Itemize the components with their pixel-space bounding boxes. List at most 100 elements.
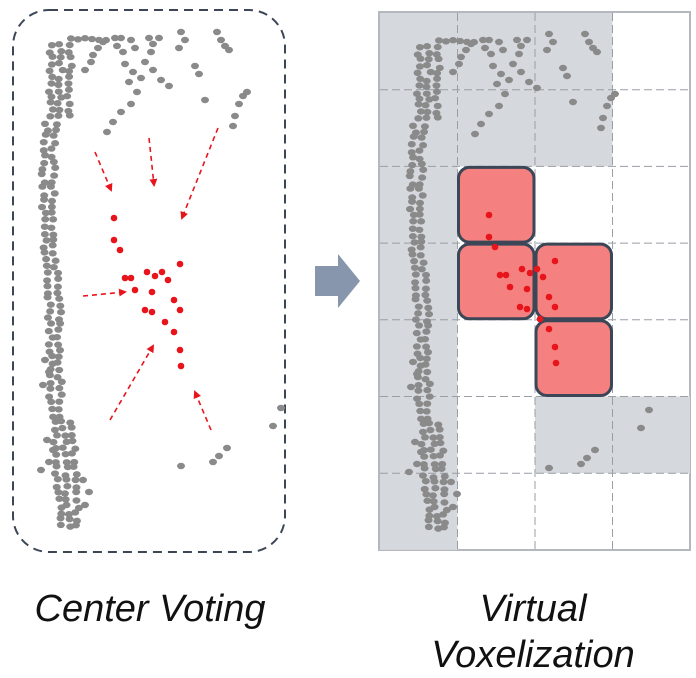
cloud-point (243, 88, 251, 96)
cloud-point (417, 134, 426, 141)
cloud-point (47, 209, 56, 216)
cloud-point (430, 503, 439, 511)
cloud-point (69, 463, 78, 470)
vote-point (523, 305, 531, 313)
cloud-point (423, 497, 432, 504)
cloud-point (53, 333, 62, 341)
cloud-point (45, 458, 53, 466)
vote-point (502, 271, 510, 279)
vote-point (110, 214, 118, 222)
cloud-point (48, 405, 57, 413)
cloud-point (414, 303, 423, 310)
cloud-point (79, 476, 87, 484)
cloud-point (407, 246, 416, 253)
cloud-point (50, 172, 59, 179)
cloud-point (637, 424, 645, 432)
cloud-point (65, 73, 74, 80)
cloud-point (495, 38, 503, 46)
cloud-point (411, 271, 420, 278)
cloud-point (47, 61, 56, 68)
cloud-point (417, 218, 426, 225)
cloud-point (47, 80, 56, 87)
cloud-point (49, 231, 58, 238)
cloud-point (414, 387, 423, 394)
cloud-point (217, 36, 225, 44)
cloud-point (417, 265, 426, 273)
vote-arrow (180, 127, 219, 220)
cloud-point (119, 48, 127, 56)
cloud-point (440, 499, 449, 506)
cloud-point (435, 434, 444, 441)
cloud-point (414, 185, 423, 192)
cloud-point (94, 44, 102, 52)
cloud-point (133, 88, 141, 96)
cloud-point (63, 92, 72, 100)
caption-line-1: Virtual (479, 588, 587, 630)
cloud-point (429, 434, 438, 441)
cloud-point (44, 327, 53, 335)
cloud-point (46, 113, 55, 120)
cloud-point (54, 75, 63, 83)
cloud-point (44, 88, 53, 95)
cloud-point (65, 515, 74, 523)
vote-arrows (82, 127, 219, 431)
cloud-point (410, 257, 419, 265)
cloud-point (43, 269, 52, 276)
cloud-point (415, 82, 424, 89)
cloud-point (421, 335, 430, 343)
cloud-point (420, 123, 429, 130)
cloud-point (57, 308, 66, 316)
cloud-point (54, 489, 63, 496)
cloud-point (439, 511, 448, 518)
cloud-point (611, 90, 619, 98)
cloud-point (415, 43, 424, 51)
cloud-point (415, 95, 424, 102)
cloud-point (41, 209, 50, 217)
cloud-point (81, 501, 89, 509)
vote-point (485, 233, 493, 241)
cloud-point (53, 100, 62, 107)
occupied-cell (535, 396, 613, 474)
cloud-point (40, 223, 49, 230)
cloud-point (429, 452, 438, 460)
vote-point (491, 243, 499, 251)
cloud-point (517, 42, 525, 50)
cloud-point (49, 446, 57, 454)
cloud-point (414, 381, 423, 389)
vote-point (176, 260, 184, 268)
cloud-point (165, 82, 173, 90)
cloud-point (277, 404, 285, 412)
cloud-point (431, 94, 440, 102)
cloud-point (563, 72, 571, 80)
cloud-point (414, 101, 423, 108)
cloud-point (481, 44, 489, 52)
cloud-point (449, 68, 457, 76)
cloud-point (422, 90, 431, 97)
cloud-point (60, 490, 69, 497)
cloud-point (127, 100, 135, 108)
cloud-point (54, 406, 63, 413)
virtual-voxel (534, 242, 613, 321)
vote-point (552, 359, 560, 367)
cloud-point (420, 465, 429, 472)
cloud-point (127, 36, 135, 44)
cloud-point (141, 58, 149, 66)
cloud-point (421, 376, 430, 383)
cloud-point (47, 93, 56, 100)
cloud-point (54, 269, 63, 277)
cloud-point (45, 67, 54, 75)
cloud-point (416, 75, 425, 83)
occupied-cell (457, 13, 535, 90)
cloud-point (48, 250, 57, 257)
cloud-point (645, 406, 653, 414)
cloud-point (499, 46, 507, 54)
cloud-point (416, 407, 425, 415)
cloud-point (449, 37, 457, 44)
cloud-point (418, 472, 427, 479)
cloud-point (581, 30, 589, 38)
cloud-point (65, 112, 74, 119)
virtual-voxelization-caption: Virtual Voxelization (370, 586, 696, 678)
cloud-point (406, 185, 415, 192)
cloud-point (439, 478, 448, 486)
cloud-point (438, 460, 447, 468)
